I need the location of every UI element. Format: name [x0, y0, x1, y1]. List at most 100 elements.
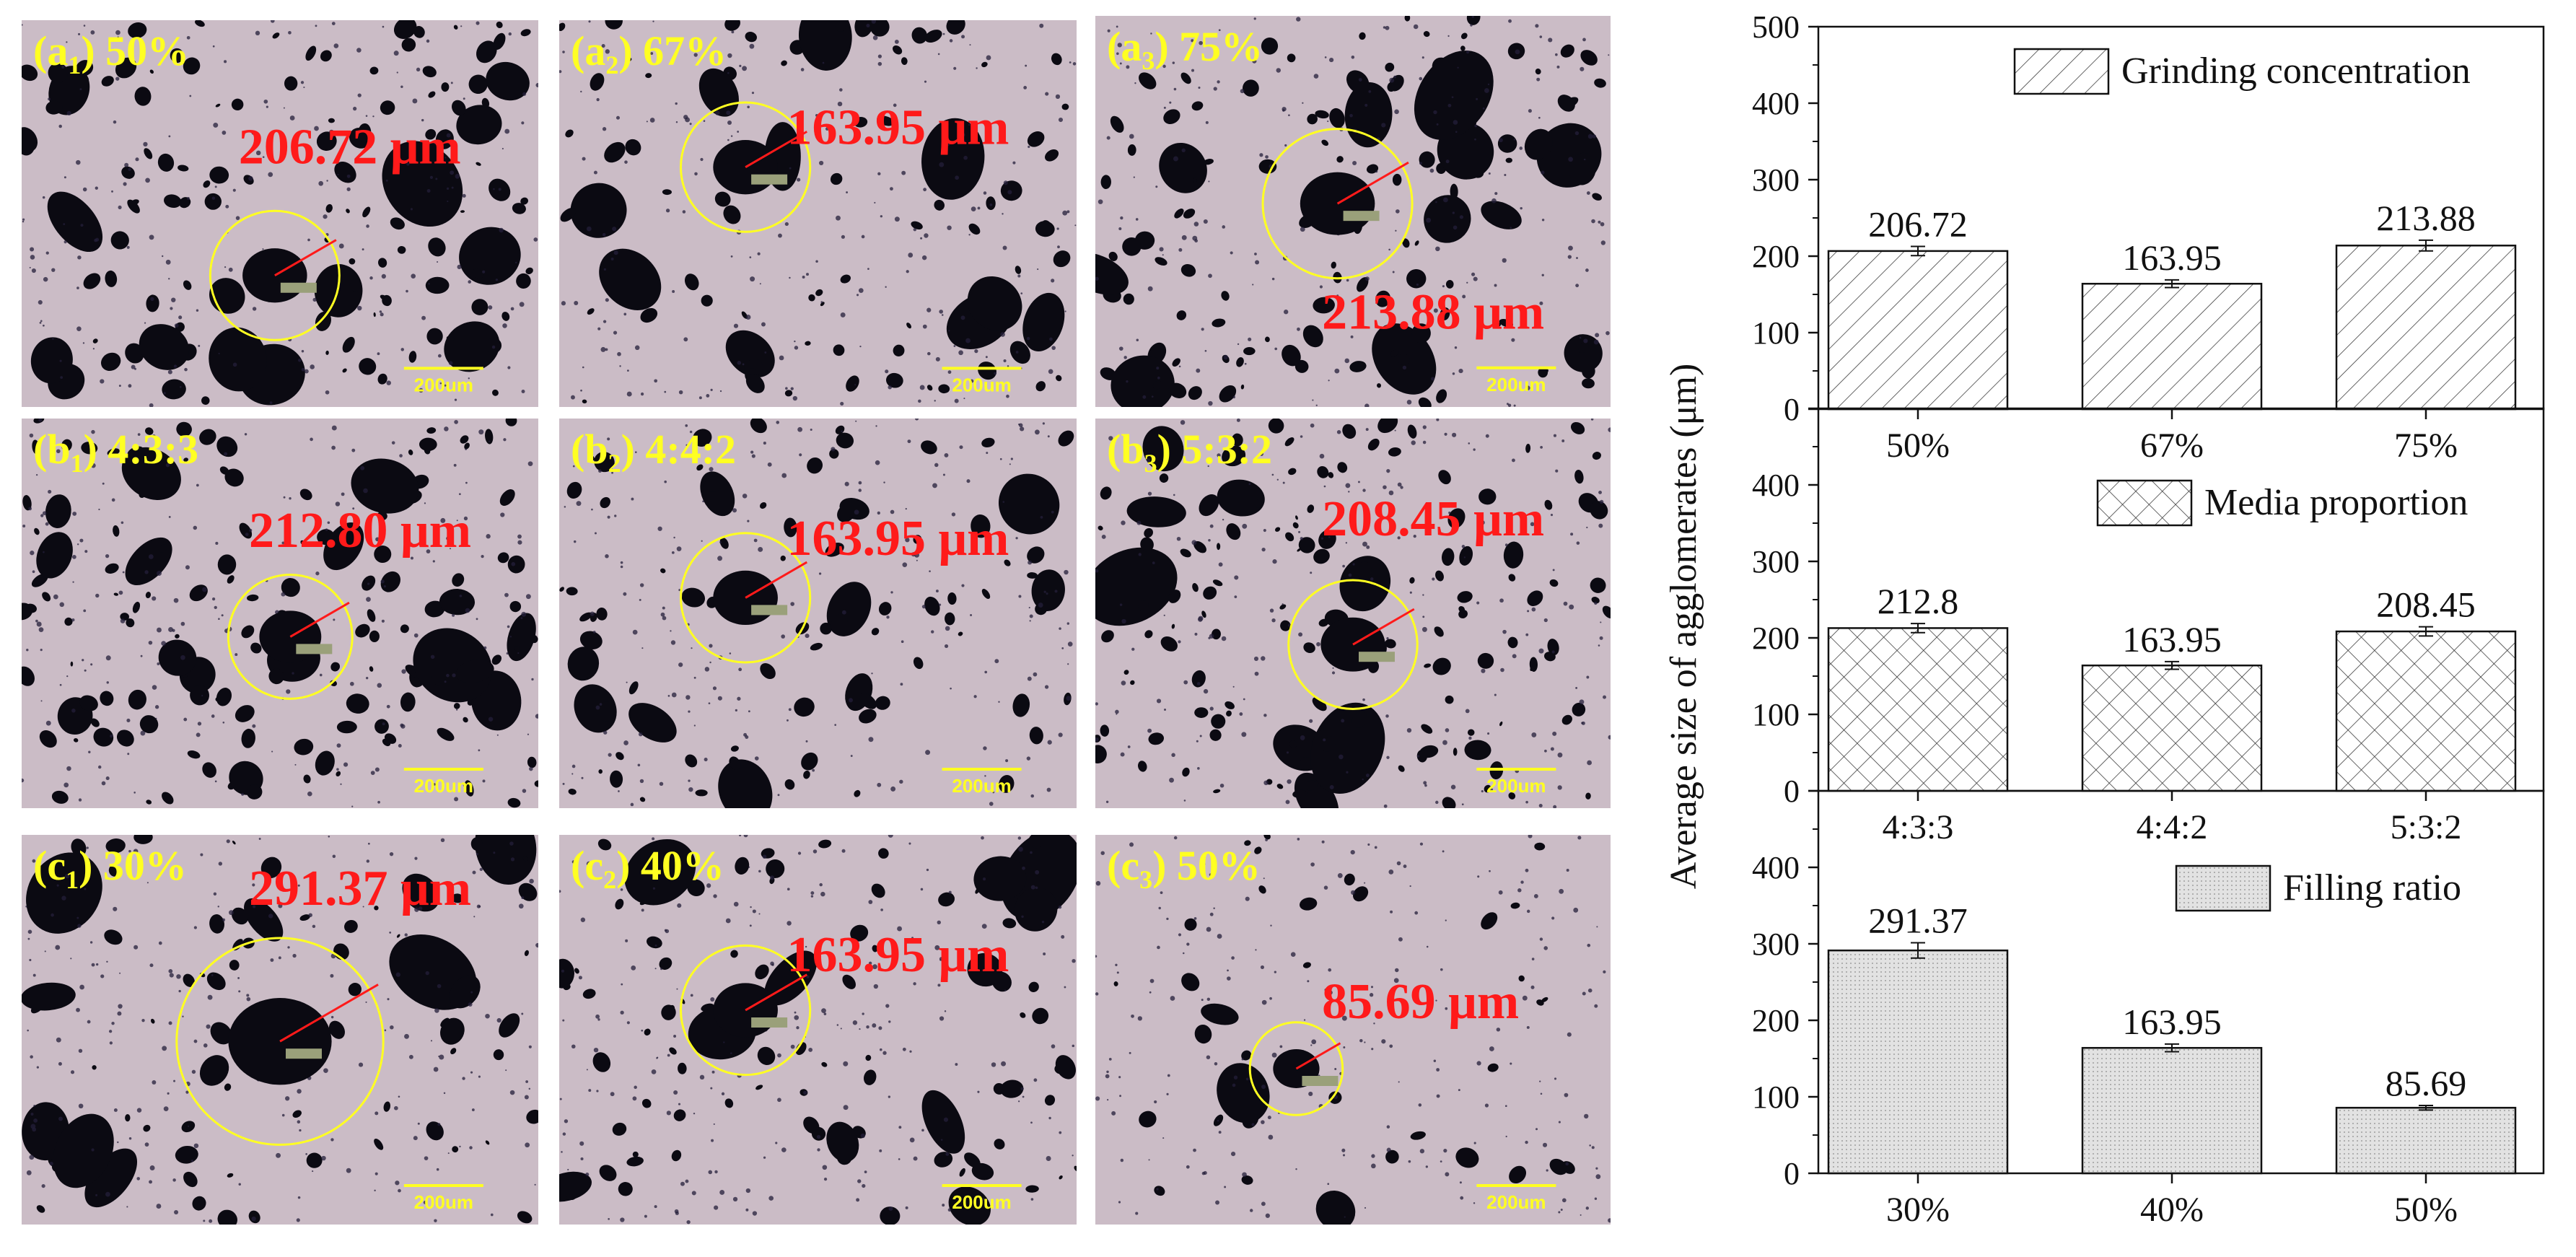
bar-4:3:3 [1827, 627, 2009, 792]
scale-bar-label: 200um [414, 1191, 473, 1213]
measurement-arrow [745, 561, 808, 599]
bar-50% [1827, 250, 2009, 411]
scale-bar-label: 200um [414, 374, 473, 395]
measurement-circle [679, 101, 812, 233]
legend-label: Media proportion [2204, 482, 2468, 523]
agglomerate-particles [559, 419, 1074, 808]
bar-value-label: 163.95 [2122, 1002, 2222, 1042]
scale-bar-label: 200um [1486, 775, 1546, 797]
x-tick-label: 50% [2394, 1191, 2458, 1229]
agglomerate-particles [1095, 419, 1611, 808]
agglomerate-size-label: 291.37 μm [249, 861, 471, 916]
y-tick-label: 200 [1752, 621, 1800, 656]
y-tick-label: 400 [1752, 850, 1800, 885]
bar-chart-svg: 0 100 200 300 400 500 206.72 50% 163.95 67% 213.88… [1663, 9, 2545, 1229]
y-tick-label: 0 [1784, 774, 1800, 809]
y-axis-label: Average size of agglomerates (μm) [1663, 364, 1704, 890]
y-tick-label: 500 [1752, 9, 1800, 45]
x-tick-label: 4:4:2 [2137, 808, 2208, 846]
y-tick-label: 100 [1752, 697, 1800, 732]
measurement-arrow [745, 131, 808, 168]
measurement-circle [175, 937, 385, 1146]
bar-value-label: 85.69 [2386, 1063, 2467, 1103]
y-tick-label: 0 [1784, 392, 1800, 427]
legend-swatch [2175, 864, 2271, 912]
central-agglomerate [1320, 617, 1385, 672]
measurement-tag [296, 644, 333, 654]
x-tick-label: 5:3:2 [2391, 808, 2462, 846]
micrograph-grid: 200um (a1) 50% 206.72 μm 200um (a2) 67% 163.9… [22, 16, 1611, 1225]
y-tick-label: 0 [1784, 1156, 1800, 1191]
micrograph-panel-b1: 200um (b1) 4:3:3 212.80 μm [22, 419, 538, 808]
bar-value-label: 291.37 [1868, 901, 1968, 941]
micrograph-panel-b3: 200um (b3) 5:3:2 208.45 μm [1095, 419, 1611, 808]
micrograph-background [1095, 835, 1611, 1225]
measurement-tag [1343, 211, 1380, 222]
panel-label: (c1) 30% [33, 842, 187, 894]
measurement-circle [227, 573, 354, 700]
subplot-2: 0 100 200 300 400 212.8 4:3:3 163.95 4:4:2 208.45… [1752, 407, 2545, 846]
measurement-tag [751, 174, 788, 185]
micrograph-panel-c1: 200um (c1) 30% 291.37 μm [22, 835, 538, 1225]
micrograph-panel-a2: 200um (a2) 67% 163.95 μm [559, 20, 1077, 407]
measurement-circle [1248, 1021, 1344, 1116]
bar-value-label: 163.95 [2122, 619, 2222, 660]
micrograph-panel-b2: 200um (b2) 4:4:2 163.95 μm [559, 419, 1077, 808]
scale-bar-label: 200um [952, 374, 1011, 395]
measurement-arrow [289, 601, 350, 638]
measurement-arrow [1295, 1042, 1341, 1070]
legend-swatch [2096, 479, 2193, 527]
measurement-tag [280, 282, 317, 293]
y-tick-label: 400 [1752, 468, 1800, 503]
scale-bar-label: 200um [952, 775, 1011, 797]
bar-4:4:2 [2081, 664, 2263, 792]
agglomerate-particles [22, 419, 538, 808]
measurement-tag [286, 1048, 322, 1059]
y-tick-label: 200 [1752, 1003, 1800, 1038]
bar-value-label: 212.8 [1878, 581, 1959, 621]
y-tick-label: 100 [1752, 1079, 1800, 1115]
agglomerate-size-label: 163.95 μm [787, 927, 1009, 983]
micrograph-panel-a3: 200um (a3) 75% 213.88 μm [1095, 16, 1611, 407]
y-tick-label: 300 [1752, 927, 1800, 962]
agglomerate-particles [1095, 16, 1610, 407]
micrograph-panel-a1: 200um (a1) 50% 206.72 μm [22, 20, 538, 407]
measurement-circle [209, 209, 341, 341]
agglomerate-particles [1095, 835, 1611, 1225]
micrograph-background [559, 419, 1077, 808]
x-tick-label: 4:3:3 [1883, 808, 1954, 846]
agglomerate-size-label: 212.80 μm [249, 503, 471, 559]
agglomerate-particles [559, 20, 1077, 406]
measurement-arrow [1352, 608, 1415, 646]
y-tick-label: 200 [1752, 239, 1800, 274]
panel-label: (a1) 50% [33, 27, 189, 79]
panel-label: (c2) 40% [571, 842, 724, 894]
agglomerate-size-label: 163.95 μm [787, 100, 1009, 156]
bar-67% [2081, 282, 2263, 411]
bar-value-label: 213.88 [2376, 198, 2476, 238]
agglomerate-size-chart: 0 100 200 300 400 500 206.72 50% 163.95 67% 213.88… [1631, 0, 2576, 1253]
agglomerate-size-label: 206.72 μm [239, 119, 461, 175]
bar-value-label: 208.45 [2376, 584, 2476, 625]
bar-30% [1827, 949, 2009, 1175]
x-tick-label: 40% [2140, 1191, 2204, 1229]
y-tick-label: 300 [1752, 544, 1800, 579]
measurement-circle [1287, 579, 1419, 710]
bar-40% [2081, 1046, 2263, 1175]
panel-label: (c3) 50% [1107, 842, 1261, 894]
bar-value-label: 206.72 [1868, 204, 1968, 245]
bar-value-label: 163.95 [2122, 237, 2222, 278]
measurement-tag [1359, 652, 1395, 662]
y-tick-label: 300 [1752, 162, 1800, 198]
x-tick-label: 50% [1886, 426, 1950, 465]
scale-bar-label: 200um [952, 1191, 1011, 1213]
subplot-3: 0 100 200 300 400 291.37 30% 163.95 40% 85.69 50% F… [1752, 789, 2545, 1229]
panel-label: (b3) 5:3:2 [1107, 426, 1272, 478]
agglomerate-size-label: 208.45 μm [1322, 491, 1544, 547]
scale-bar-label: 200um [414, 775, 473, 797]
agglomerate-size-label: 85.69 μm [1322, 974, 1519, 1030]
agglomerate-particles [22, 20, 538, 407]
bar-50% [2335, 1106, 2517, 1175]
measurement-arrow [274, 239, 337, 277]
measurement-arrow [279, 984, 379, 1043]
